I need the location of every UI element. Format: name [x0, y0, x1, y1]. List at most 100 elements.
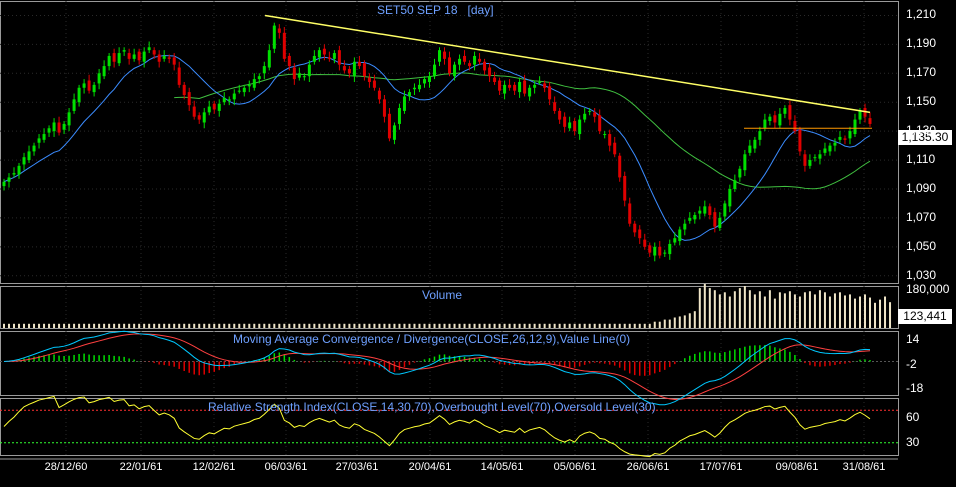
volume-bar	[153, 323, 156, 328]
volume-bar	[838, 292, 841, 328]
volume-bar	[193, 323, 196, 328]
price-y-tick: 1,130	[906, 123, 937, 138]
candle-body	[57, 122, 61, 133]
x-tick-label: 17/07/61	[699, 461, 743, 473]
candle-body	[102, 66, 106, 77]
volume-bar	[313, 323, 316, 328]
candle-body	[663, 252, 667, 254]
volume-bar	[253, 323, 256, 328]
volume-bar	[238, 323, 241, 328]
candle-body	[307, 64, 311, 77]
candle-body	[227, 99, 231, 101]
volume-bar	[508, 323, 511, 328]
candle-body	[578, 119, 582, 135]
candle-body	[182, 84, 186, 95]
candle-body	[828, 145, 832, 152]
volume-bar	[173, 323, 176, 328]
candle-body	[523, 80, 527, 94]
price-y-tick: 1,150	[906, 94, 937, 109]
volume-bar	[383, 323, 386, 328]
candle-body	[748, 145, 752, 153]
candle-body	[853, 119, 857, 135]
candle-body	[12, 173, 16, 175]
candle-body	[438, 50, 442, 62]
volume-bar	[598, 323, 601, 328]
volume-bar	[218, 323, 221, 328]
volume-bar	[68, 323, 71, 328]
volume-bar	[293, 323, 296, 328]
volume-bar	[543, 323, 546, 328]
candle-body	[27, 151, 31, 161]
volume-bar	[318, 323, 321, 328]
candle-body	[337, 50, 341, 65]
volume-bar	[443, 323, 446, 328]
volume-bar	[493, 323, 496, 328]
volume-bar	[188, 323, 191, 328]
volume-bar	[848, 294, 851, 328]
candle-body	[417, 84, 421, 90]
candle-body	[688, 217, 692, 221]
candle-body	[703, 206, 707, 214]
candle-body	[783, 108, 787, 114]
candle-body	[42, 134, 46, 140]
candle-body	[698, 210, 702, 214]
ma-long-line	[174, 72, 871, 190]
candle-body	[47, 128, 51, 133]
candle-body	[763, 119, 767, 129]
candle-body	[453, 64, 457, 77]
volume-bar	[208, 323, 211, 328]
ma-short-line	[3, 54, 871, 241]
candle-body	[538, 81, 542, 83]
candle-body	[743, 154, 747, 171]
candle-body	[443, 51, 447, 59]
volume-bar	[38, 323, 41, 328]
volume-bar	[488, 323, 491, 328]
price-subtitle: [day]	[467, 3, 494, 17]
volume-bar	[713, 290, 716, 328]
volume-bar	[453, 323, 456, 328]
candle-body	[17, 165, 21, 175]
volume-bar	[143, 323, 146, 328]
volume-bar	[463, 323, 466, 328]
candle-body	[618, 155, 622, 178]
candle-body	[863, 108, 867, 117]
candle-body	[192, 106, 196, 117]
candle-body	[117, 53, 121, 64]
volume-bar	[708, 288, 711, 328]
candle-body	[342, 66, 346, 71]
candle-body	[432, 64, 436, 77]
candle-body	[152, 50, 156, 55]
candle-body	[352, 61, 356, 77]
candle-body	[382, 99, 386, 117]
candle-body	[778, 113, 782, 126]
volume-bar	[558, 323, 561, 328]
volume-bar	[718, 294, 721, 328]
price-y-tick: 1,090	[906, 181, 937, 195]
x-tick-label: 22/01/61	[119, 461, 163, 473]
candle-body	[327, 57, 331, 59]
volume-bar	[578, 323, 581, 328]
volume-bar	[648, 323, 651, 328]
candle-body	[858, 110, 862, 120]
candle-body	[257, 76, 261, 80]
candle-body	[713, 212, 717, 227]
candle-body	[768, 116, 772, 122]
candle-body	[312, 55, 316, 62]
volume-bar	[458, 323, 461, 328]
volume-bar	[533, 323, 536, 328]
candle-body	[468, 63, 472, 67]
candle-body	[267, 50, 271, 68]
volume-bar	[63, 323, 66, 328]
candle-body	[137, 51, 141, 61]
candle-body	[237, 90, 241, 92]
candle-body	[718, 217, 722, 229]
candle-body	[753, 139, 757, 149]
volume-bar	[723, 292, 726, 328]
candle-body	[22, 157, 26, 165]
candle-body	[302, 76, 306, 78]
volume-bar	[653, 321, 656, 328]
volume-bar	[88, 323, 91, 328]
candle-body	[838, 136, 842, 140]
candle-body	[112, 53, 116, 62]
x-tick-label: 27/03/61	[335, 461, 379, 473]
